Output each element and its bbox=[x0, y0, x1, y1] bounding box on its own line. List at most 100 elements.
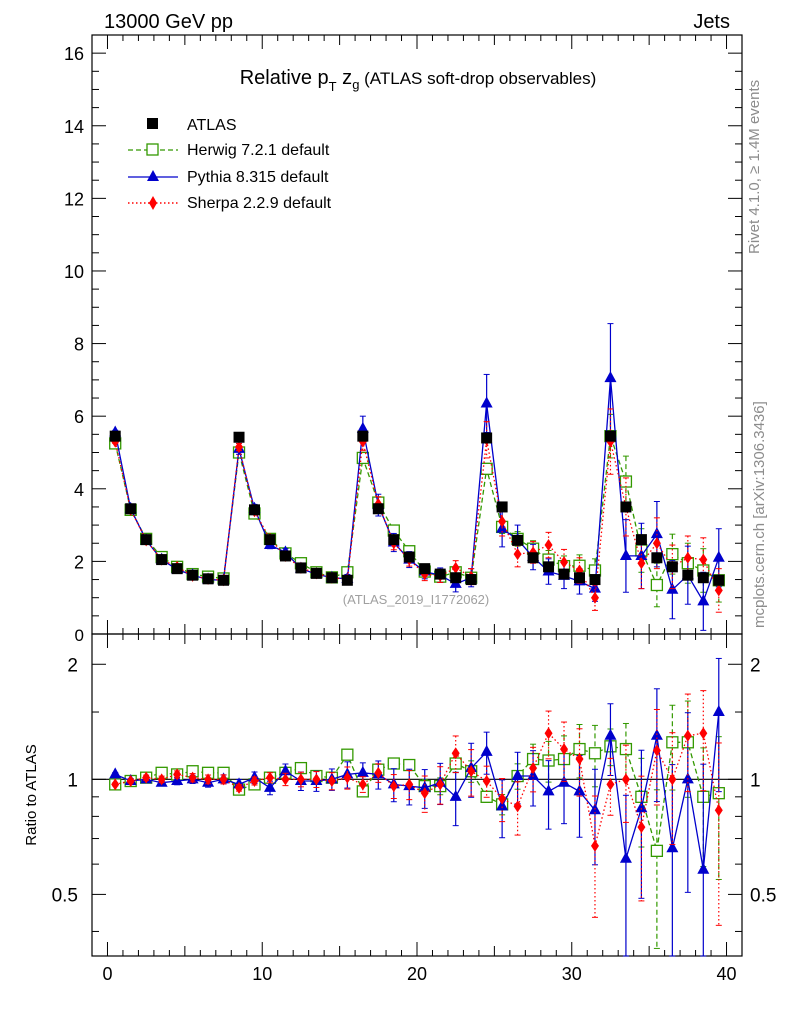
legend-sherpa-label: Sherpa 2.2.9 default bbox=[187, 195, 332, 212]
legend-herwig-marker bbox=[146, 143, 159, 156]
atlas-data-point bbox=[187, 569, 199, 581]
sherpa-point bbox=[374, 766, 383, 779]
sherpa-point bbox=[575, 753, 584, 766]
ratio-y-tick-label-right: 1 bbox=[750, 770, 761, 791]
x-tick-label: 40 bbox=[717, 964, 737, 984]
main-ytick-zero: 0 bbox=[75, 626, 84, 645]
atlas-data-point bbox=[403, 551, 415, 563]
herwig-point bbox=[341, 748, 354, 761]
sherpa-point bbox=[652, 537, 661, 550]
sherpa-point bbox=[188, 771, 197, 784]
atlas-data-point bbox=[109, 430, 121, 442]
y-tick-label: 10 bbox=[64, 262, 84, 282]
atlas-data-point bbox=[713, 574, 725, 586]
ratio-y-tick-label: 1 bbox=[67, 770, 78, 791]
pythia-point bbox=[496, 799, 509, 811]
atlas-data-point bbox=[279, 550, 291, 562]
atlas-data-point bbox=[682, 569, 694, 581]
ratio-y-tick-label-right: 0.5 bbox=[750, 885, 776, 906]
x-tick-label: 10 bbox=[252, 964, 272, 984]
y-tick-label: 14 bbox=[64, 117, 84, 137]
sherpa-point bbox=[498, 792, 507, 805]
atlas-data-point bbox=[264, 534, 276, 546]
atlas-data-point bbox=[171, 563, 183, 575]
legend-item-pythia: Pythia 8.315 default bbox=[128, 169, 329, 186]
legend-atlas-label: ATLAS bbox=[187, 117, 237, 134]
sherpa-point bbox=[312, 773, 321, 786]
y-tick-label: 6 bbox=[74, 407, 84, 427]
sherpa-point bbox=[544, 727, 553, 740]
atlas-data-point bbox=[434, 568, 446, 580]
atlas-data-point bbox=[697, 572, 709, 584]
herwig-point bbox=[480, 462, 493, 475]
ratio-y-axis-label: Ratio to ATLAS bbox=[23, 744, 40, 845]
sherpa-point bbox=[513, 548, 522, 561]
sherpa-point bbox=[668, 773, 677, 786]
sherpa-point bbox=[389, 780, 398, 793]
pythia-point bbox=[263, 780, 276, 792]
atlas-data-point bbox=[140, 534, 152, 546]
atlas-data-point bbox=[249, 504, 260, 516]
sherpa-point bbox=[482, 775, 491, 788]
ratio-axis-ticks bbox=[91, 634, 743, 956]
sherpa-point bbox=[173, 768, 182, 781]
pythia-point bbox=[697, 862, 710, 874]
legend-sherpa-marker bbox=[149, 196, 157, 210]
sherpa-point bbox=[683, 551, 692, 564]
sherpa-point bbox=[235, 441, 244, 454]
atlas-data-point bbox=[450, 572, 462, 584]
pythia-point bbox=[449, 789, 462, 801]
pythia-point bbox=[681, 772, 694, 784]
sherpa-point bbox=[498, 515, 507, 528]
herwig-point bbox=[588, 747, 602, 760]
atlas-data-point bbox=[666, 561, 678, 573]
atlas-data-point bbox=[357, 430, 369, 442]
atlas-data-point bbox=[496, 501, 508, 513]
y-tick-label: 2 bbox=[74, 552, 84, 572]
y-tick-label: 4 bbox=[74, 480, 84, 500]
atlas-data-point bbox=[372, 503, 384, 515]
legend-atlas-marker bbox=[147, 118, 158, 129]
herwig-point bbox=[449, 757, 462, 770]
title-sub-t: T bbox=[329, 79, 337, 94]
sherpa-point bbox=[281, 773, 290, 786]
ratio-y-tick-labels: 0.5 0.5 1 1 2 2 bbox=[52, 655, 777, 906]
atlas-data-point bbox=[465, 574, 477, 586]
pythia-point bbox=[480, 396, 493, 408]
sherpa-point bbox=[126, 775, 135, 788]
herwig-point bbox=[387, 757, 400, 770]
ratio-y-tick-label-right: 2 bbox=[750, 655, 761, 676]
sherpa-point bbox=[560, 743, 569, 756]
legend-herwig-label: Herwig 7.2.1 default bbox=[187, 142, 330, 159]
header-left: 13000 GeV pp bbox=[104, 11, 233, 33]
series-line-pythia bbox=[114, 378, 720, 603]
sherpa-point bbox=[451, 561, 460, 574]
pythia-point bbox=[619, 851, 632, 863]
legend-item-sherpa: Sherpa 2.2.9 default bbox=[128, 195, 332, 212]
sherpa-point bbox=[451, 747, 460, 760]
sherpa-point bbox=[327, 775, 336, 788]
sherpa-point bbox=[111, 778, 120, 791]
analysis-watermark: (ATLAS_2019_I1772062) bbox=[343, 592, 489, 607]
atlas-data-point bbox=[326, 572, 338, 584]
atlas-data-point bbox=[233, 431, 245, 443]
sherpa-point bbox=[265, 771, 274, 784]
pythia-point bbox=[619, 548, 632, 560]
sherpa-point bbox=[621, 773, 630, 786]
y-tick-label: 16 bbox=[64, 44, 84, 64]
sherpa-point bbox=[420, 787, 429, 800]
pythia-point bbox=[542, 784, 555, 796]
atlas-data-point bbox=[156, 554, 168, 566]
x-tick-labels: 0 10 20 30 40 bbox=[102, 964, 736, 984]
legend: ATLAS Herwig 7.2.1 default Pythia 8.315 … bbox=[128, 117, 332, 212]
title-rest: (ATLAS soft-drop observables) bbox=[359, 69, 596, 88]
y-tick-label: 8 bbox=[74, 335, 84, 355]
atlas-data-point bbox=[310, 567, 322, 579]
sherpa-point bbox=[560, 556, 569, 569]
sherpa-point bbox=[590, 839, 599, 852]
sherpa-point bbox=[714, 804, 723, 817]
atlas-data-point bbox=[589, 574, 601, 586]
atlas-data-point bbox=[620, 501, 632, 513]
pythia-point bbox=[712, 550, 725, 562]
